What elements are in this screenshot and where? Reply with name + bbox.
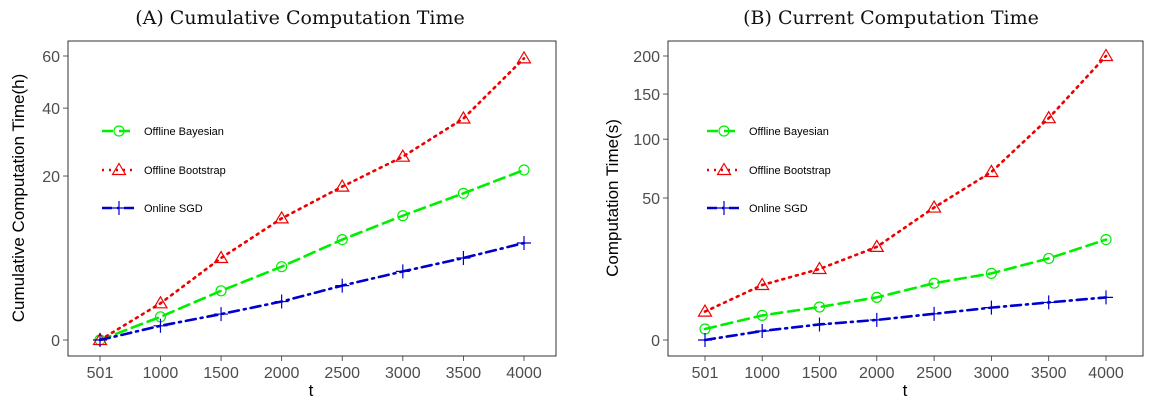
panel-a-ytick-label: 40 (42, 101, 60, 118)
panel-b-ytick-label: 100 (633, 132, 660, 149)
panel-a-data-point (336, 233, 348, 246)
panel-a-ytick-label: 60 (42, 49, 60, 66)
panel-a-data-point (516, 50, 532, 64)
panel-b-xtick-label: 3000 (974, 365, 1010, 382)
panel-a-series-line (98, 57, 526, 342)
panel-a-xtick-label: 1500 (203, 365, 239, 382)
panel-a-legend-label: Offline Bootstrap (144, 165, 226, 177)
panel-a-legend-marker (113, 125, 125, 137)
panel-a-xtick-label: 2000 (264, 365, 300, 382)
panel-b-ylabel: Computation Time(s) (603, 119, 622, 277)
panel-b-xtick-label: 4000 (1088, 365, 1124, 382)
panel-a-ylabel: Cumulative Computation Time(h) (9, 74, 28, 322)
panel-a-plot-border (67, 40, 557, 357)
panel-b-data-point (927, 306, 942, 321)
panel-b-ytick-label: 50 (642, 191, 660, 208)
panel-a-data-point (274, 210, 290, 224)
panel-b-data-point (811, 261, 828, 275)
panel-a-legend-marker (111, 162, 127, 176)
panel-a-xtick-label: 3000 (385, 365, 421, 382)
panel-b-legend-marker (717, 201, 731, 215)
panel-a-data-point (276, 261, 288, 273)
panel-a-data-point (93, 333, 107, 347)
panel-a-data-point (397, 210, 409, 222)
panel-b-xtick-label: 2500 (916, 365, 952, 382)
panel-b-ytick-label: 200 (633, 49, 660, 66)
panel-b-legend-marker (718, 125, 730, 137)
panel-a-data-point (334, 178, 350, 192)
panel-b-data-point (983, 164, 999, 178)
panel-b-xtick-label: 1500 (802, 365, 838, 382)
panel-a-data-point (335, 278, 350, 293)
panel-b-legend-label: Offline Bootstrap (749, 165, 831, 177)
panel-b-legend-marker (716, 162, 732, 176)
panel-b-data-point (813, 301, 826, 313)
panel-b-xtick-label: 3500 (1031, 365, 1067, 382)
panel-b-data-point (984, 300, 999, 315)
panel-b-data-point (699, 323, 711, 335)
panel-a-ytick-label: 0 (51, 333, 60, 350)
panel-b-series-line (703, 296, 1108, 342)
panel-a-data-point (213, 250, 229, 264)
panel-b-series-line (703, 238, 1108, 331)
panel-b-xlabel: t (903, 381, 908, 400)
panel-a-xtick-label: 3500 (446, 365, 482, 382)
panel-a-xtick-label: 4000 (506, 365, 542, 382)
panel-b-ytick-label: 150 (633, 87, 660, 104)
panel-b-data-point (1043, 252, 1055, 265)
panel-b-plot-border (667, 40, 1144, 357)
panel-a-data-point (395, 264, 410, 279)
panel-b-title: (B) Current Computation Time (743, 7, 1039, 29)
panel-b-legend-label: Online SGD (749, 203, 808, 215)
panel-a-data-point (456, 251, 471, 266)
panel-a-xtick-label: 2500 (324, 365, 360, 382)
panel-a-title: (A) Cumulative Computation Time (135, 7, 465, 29)
panel-a-data-point (215, 285, 227, 297)
panel-a: (A) Cumulative Computation Time 0 20 40 60 5… (9, 7, 557, 400)
panel-b-xtick-label: 1000 (744, 365, 780, 382)
panel-a-series-line (98, 168, 526, 342)
panel-a-data-point (457, 187, 470, 199)
panel-b-series-line (703, 54, 1108, 313)
panel-b-data-point (1100, 233, 1112, 246)
panel-a-data-point (274, 294, 289, 309)
panel-a-xtick-label: 1000 (143, 365, 179, 382)
panel-b-data-point (754, 277, 770, 291)
panel-b-data-point (1099, 290, 1113, 305)
panel-b-xtick-label: 501 (692, 365, 719, 382)
panel-a-legend-label: Online SGD (144, 203, 203, 215)
panel-a-data-point (517, 235, 531, 250)
panel-a-series-line (98, 241, 526, 342)
panel-b-data-point (871, 291, 883, 303)
panel-b-legend-label: Offline Bayesian (749, 126, 829, 138)
panel-a-data-point (152, 295, 169, 309)
panel-b-data-point (869, 312, 884, 327)
panel-a-data-point (455, 110, 471, 124)
panel-a-ytick-label: 20 (42, 169, 60, 186)
panel-b-data-point (1041, 110, 1057, 124)
panel-a-xlabel: t (309, 381, 314, 400)
panel-a-xtick-label: 501 (87, 365, 114, 382)
panel-b-data-point (928, 277, 940, 289)
panel-b-data-point (926, 199, 942, 213)
panel-b-ytick-label: 0 (651, 333, 660, 350)
panel-b-data-point (697, 303, 713, 317)
panel-a-legend-label: Offline Bayesian (144, 126, 224, 138)
panel-a-data-point (214, 307, 229, 322)
panel-b-data-point (698, 333, 712, 347)
panel-a-data-point (153, 318, 168, 333)
panel-b-data-point (812, 317, 827, 332)
panel-b-xtick-label: 2000 (859, 365, 895, 382)
panel-b-data-point (985, 267, 997, 279)
panel-a-data-point (518, 164, 530, 176)
panel-b-data-point (869, 239, 885, 252)
panel-a-data-point (395, 148, 411, 162)
panel-b-data-point (1041, 295, 1056, 310)
panel-b-data-point (756, 309, 768, 322)
panel-b-data-point (755, 324, 770, 339)
panel-a-legend-marker (112, 201, 126, 215)
panel-b: (B) Current Computation Time 0 50 100 150 20… (603, 7, 1144, 400)
panel-b-data-point (1098, 48, 1114, 62)
